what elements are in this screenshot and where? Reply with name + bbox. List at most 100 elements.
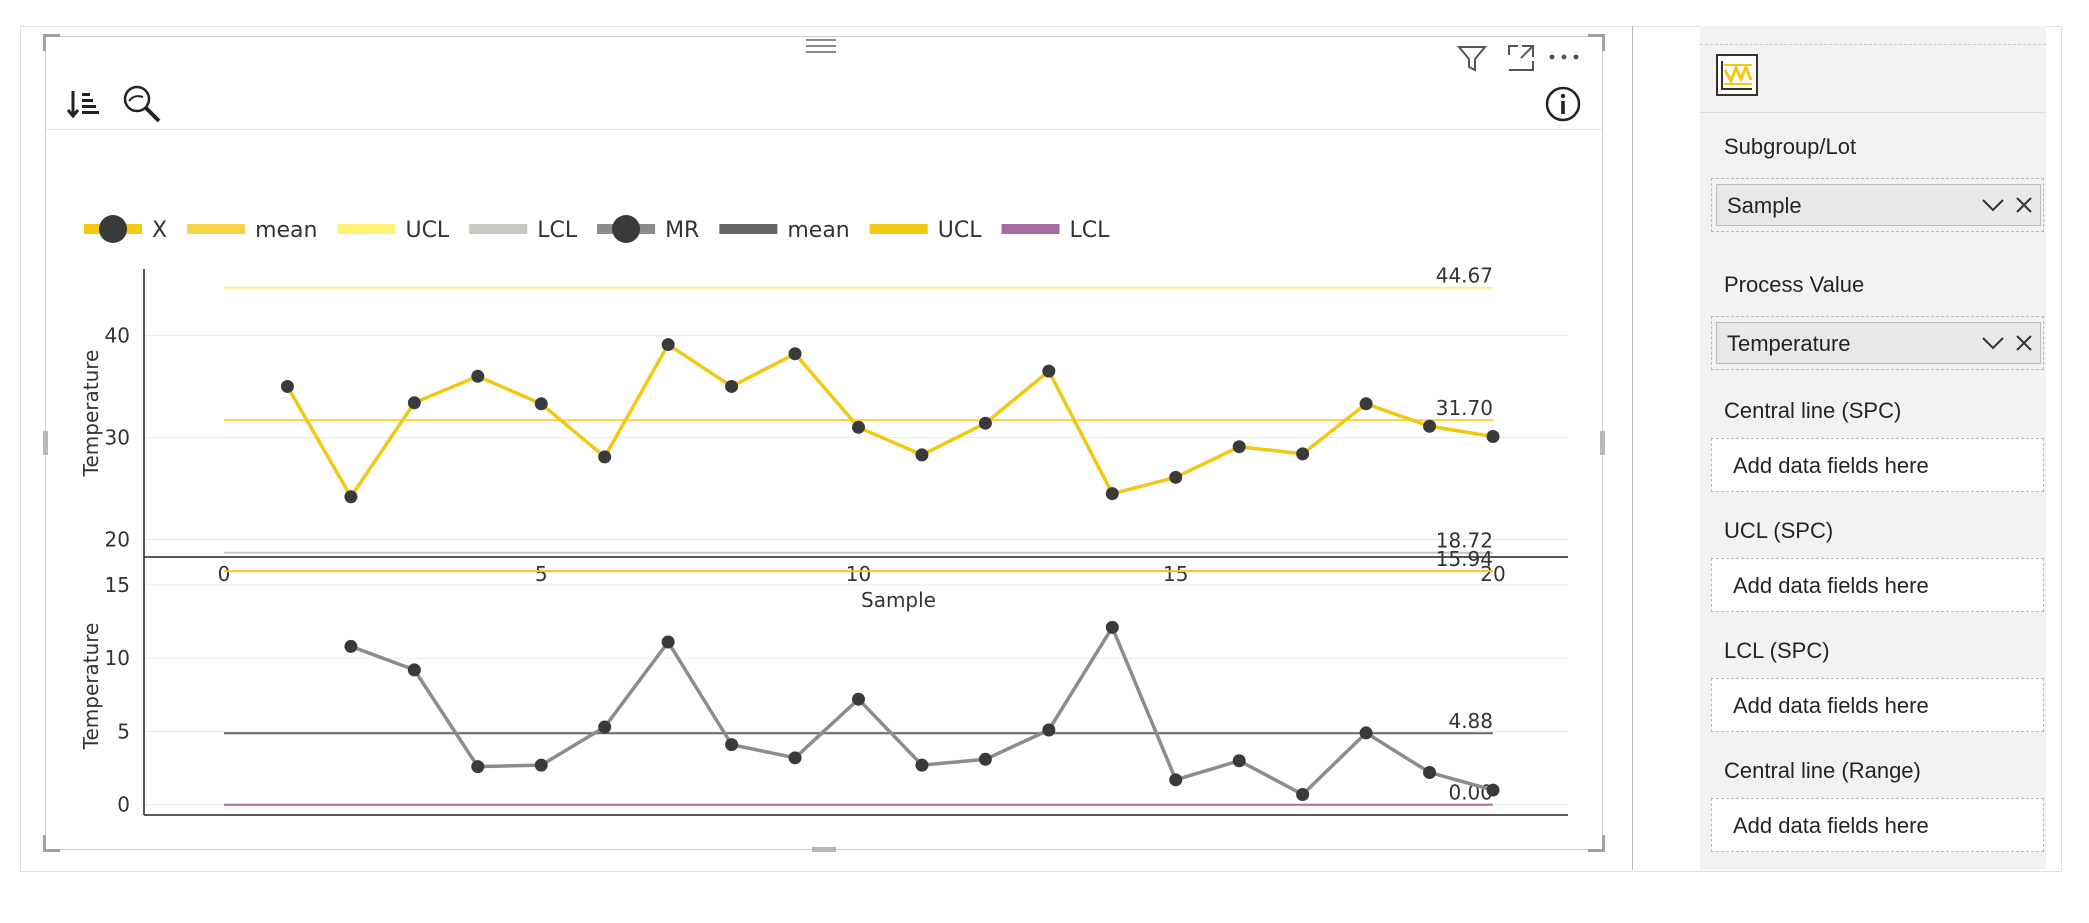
panel1-data-point-12 <box>978 416 992 430</box>
panel2-data-point-13 <box>1042 723 1056 737</box>
pane-separator <box>1700 112 2046 113</box>
panel1-ref-label-lcl: 18.72 <box>1436 529 1493 553</box>
more-options-icon[interactable] <box>1546 51 1582 63</box>
panel1-data-point-8 <box>725 379 739 393</box>
resize-corner-bottom-left[interactable] <box>43 835 60 852</box>
panel1-y-tick-30: 30 <box>105 426 130 450</box>
field-name: Temperature <box>1727 331 1851 356</box>
zoom-icon[interactable] <box>120 83 164 125</box>
panel2-ref-label-mean: 4.88 <box>1448 709 1493 733</box>
panel1-data-point-4 <box>471 369 485 383</box>
field-pill-sample[interactable]: Sample <box>1716 184 2041 226</box>
legend-swatch-1 <box>187 224 246 234</box>
resize-handle-bottom[interactable] <box>812 847 836 852</box>
spc-visual-type-icon[interactable] <box>1716 54 1758 96</box>
pane-dashed-border <box>1700 44 2046 45</box>
legend-marker-4 <box>612 215 641 243</box>
panel1-ref-label-ucl: 44.67 <box>1436 264 1493 288</box>
field-pill-temperature[interactable]: Temperature <box>1716 322 2041 364</box>
legend-marker-0 <box>99 215 127 243</box>
panel2-data-point-6 <box>598 720 612 734</box>
well-central-line-range[interactable]: Add data fields here <box>1711 798 2044 852</box>
legend-label-4: MR <box>665 218 699 243</box>
resize-corner-bottom-right[interactable] <box>1588 835 1605 852</box>
panel1-data-point-5 <box>534 397 548 411</box>
panel2-data-point-3 <box>407 663 421 677</box>
legend-swatch-6 <box>869 224 928 234</box>
panel1-data-point-18 <box>1359 397 1373 411</box>
panel1-x-tick-0: 0 <box>218 562 231 586</box>
panel1-data-point-6 <box>598 450 612 464</box>
panel1-data-point-17 <box>1296 447 1310 461</box>
panel1-data-point-20 <box>1486 429 1500 443</box>
resize-handle-right[interactable] <box>1600 431 1605 455</box>
visual-toolbar <box>46 79 1602 130</box>
panel1-y-axis-title: Temperature <box>79 350 103 478</box>
chevron-down-icon[interactable] <box>1981 194 2005 216</box>
field-name: Sample <box>1727 193 1802 218</box>
control-chart-icon <box>1718 56 1756 94</box>
well-label-central-line-range: Central line (Range) <box>1724 758 1921 783</box>
drag-grip[interactable] <box>806 35 836 61</box>
well-placeholder: Add data fields here <box>1733 693 1929 718</box>
sort-icon[interactable] <box>66 87 102 121</box>
chevron-down-icon[interactable] <box>1981 332 2005 354</box>
panel1-data-point-7 <box>661 338 675 352</box>
resize-handle-left[interactable] <box>43 431 48 455</box>
panel1-x-tick-15: 15 <box>1163 562 1188 586</box>
focus-mode-icon[interactable] <box>1506 43 1536 73</box>
panel2-y-tick-15: 15 <box>105 573 130 597</box>
resize-corner-top-left[interactable] <box>43 34 60 51</box>
panel1-x-axis-title: Sample <box>861 588 936 612</box>
panel2-data-point-14 <box>1105 620 1119 634</box>
legend-swatch-7 <box>1001 224 1060 234</box>
panel1-data-point-3 <box>407 396 421 410</box>
well-lcl-spc[interactable]: Add data fields here <box>1711 678 2044 732</box>
well-central-line-spc[interactable]: Add data fields here <box>1711 438 2044 492</box>
panel1-x-tick-10: 10 <box>846 562 871 586</box>
panel1-data-point-1 <box>280 379 294 393</box>
legend-swatch-5 <box>719 224 778 234</box>
well-ucl-spc[interactable]: Add data fields here <box>1711 558 2044 612</box>
legend-label-0: X <box>152 218 167 243</box>
well-placeholder: Add data fields here <box>1733 813 1929 838</box>
well-placeholder: Add data fields here <box>1733 573 1929 598</box>
panel1-data-point-2 <box>344 490 358 504</box>
panel2-data-point-17 <box>1296 787 1310 801</box>
well-label-central-line-spc: Central line (SPC) <box>1724 398 1902 423</box>
filter-icon[interactable] <box>1456 43 1488 73</box>
visual-header <box>46 37 1602 73</box>
well-process-value[interactable]: Temperature <box>1711 316 2044 370</box>
well-label-process-value: Process Value <box>1724 272 1865 297</box>
legend-swatch-2 <box>337 224 396 234</box>
panel2-data-point-19 <box>1423 765 1437 779</box>
panel2-data-point-7 <box>661 635 675 649</box>
info-icon[interactable] <box>1544 85 1582 123</box>
legend-swatch-3 <box>469 224 528 234</box>
well-placeholder: Add data fields here <box>1733 453 1929 478</box>
panel1-ref-label-mean: 31.70 <box>1436 396 1493 420</box>
panel1-data-point-10 <box>852 420 865 434</box>
panel2-data-point-2 <box>344 639 358 653</box>
legend-label-6: UCL <box>938 218 982 243</box>
panel1-x-tick-20: 20 <box>1480 562 1505 586</box>
panel1-x-tick-5: 5 <box>535 562 548 586</box>
panel2-y-tick-0: 0 <box>117 793 130 817</box>
remove-field-icon[interactable] <box>2013 332 2035 354</box>
legend-label-1: mean <box>255 218 317 243</box>
panel2-data-point-4 <box>471 760 485 774</box>
panel2-y-axis-title: Temperature <box>79 623 103 751</box>
legend-label-5: mean <box>787 218 849 243</box>
well-subgroup[interactable]: Sample <box>1711 178 2044 232</box>
remove-field-icon[interactable] <box>2013 194 2035 216</box>
panel1-data-point-19 <box>1423 419 1437 433</box>
panel1-series-line-x <box>285 342 1494 499</box>
panel1-y-tick-40: 40 <box>105 323 130 347</box>
resize-corner-top-right[interactable] <box>1588 34 1605 51</box>
panel1-y-tick-20: 20 <box>105 528 130 552</box>
panel2-data-point-20 <box>1486 783 1500 797</box>
legend-label-3: LCL <box>537 218 578 243</box>
panel1-data-point-11 <box>915 448 929 462</box>
